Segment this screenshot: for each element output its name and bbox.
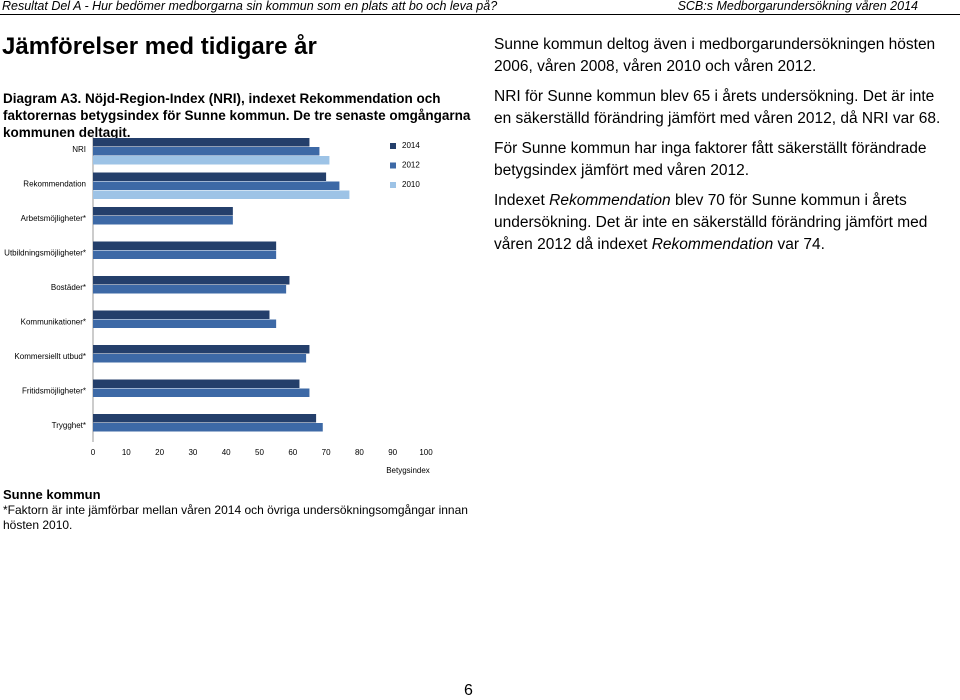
text-run: var 74.: [773, 236, 825, 253]
body-text: Sunne kommun deltog även i medborgarunde…: [494, 34, 946, 264]
x-axis-label: Betygsindex: [386, 466, 430, 475]
x-tick-label: 80: [355, 448, 364, 457]
x-tick-label: 70: [322, 448, 331, 457]
legend-label: 2010: [402, 180, 420, 189]
x-tick-label: 40: [222, 448, 231, 457]
category-label: Bostäder*: [51, 283, 86, 292]
bar: [93, 138, 310, 147]
header-right: SCB:s Medborgarundersökning våren 2014: [677, 0, 918, 13]
paragraph: Indexet Rekommendation blev 70 för Sunne…: [494, 190, 946, 256]
bar: [93, 310, 270, 319]
category-label: Kommunikationer*: [21, 318, 86, 327]
bar: [93, 354, 307, 363]
bar: [93, 388, 310, 397]
bar: [93, 147, 320, 156]
x-tick-label: 50: [255, 448, 264, 457]
category-label: Kommersiellt utbud*: [14, 352, 86, 361]
legend-swatch: [390, 182, 396, 188]
text-run: blev 70 för Sunne kommun i årets undersö…: [494, 192, 928, 253]
emphasis: Rekommendation: [651, 236, 774, 253]
paragraph: Sunne kommun deltog även i medborgarunde…: [494, 34, 946, 78]
category-label: Arbetsmöjligheter*: [21, 214, 86, 223]
category-label: Utbildningsmöjligheter*: [4, 249, 86, 258]
header-left: Resultat Del A - Hur bedömer medborgarna…: [2, 0, 498, 13]
category-label: Trygghet*: [52, 421, 86, 430]
category-label: Fritidsmöjligheter*: [22, 387, 86, 396]
bar: [93, 285, 287, 294]
legend-label: 2014: [402, 141, 420, 150]
bar: [93, 276, 290, 285]
x-tick-label: 90: [388, 448, 397, 457]
bar: [93, 379, 300, 388]
x-tick-label: 10: [122, 448, 131, 457]
category-label: NRI: [72, 145, 86, 154]
text-run: Indexet: [494, 192, 550, 209]
x-tick-label: 30: [188, 448, 197, 457]
x-tick-label: 20: [155, 448, 164, 457]
emphasis: Rekommendation: [549, 192, 671, 209]
category-label: Rekommendation: [23, 180, 86, 189]
legend-swatch: [390, 143, 396, 149]
text-run: För Sunne kommun har inga faktorer fått …: [494, 140, 927, 179]
legend-swatch: [390, 162, 396, 169]
bar: [93, 423, 323, 432]
bar: [93, 190, 350, 199]
x-tick-label: 100: [419, 448, 433, 457]
legend-label: 2012: [402, 161, 420, 170]
chart-title: Diagram A3. Nöjd-Region-Index (NRI), ind…: [3, 91, 471, 140]
paragraph: För Sunne kommun har inga faktorer fått …: [494, 138, 946, 182]
page-number: 6: [464, 682, 473, 699]
bar: [93, 172, 327, 181]
bar: [93, 319, 277, 328]
x-tick-label: 0: [91, 448, 96, 457]
page-header: Resultat Del A - Hur bedömer medborgarna…: [0, 0, 960, 15]
x-tick-label: 60: [288, 448, 297, 457]
heading: Jämförelser med tidigare år: [2, 33, 317, 60]
bar: [93, 156, 330, 165]
text-run: NRI för Sunne kommun blev 65 i årets und…: [494, 88, 941, 127]
bar: [93, 241, 277, 250]
bar: [93, 207, 233, 216]
paragraph: NRI för Sunne kommun blev 65 i årets und…: [494, 86, 946, 130]
bar: [93, 414, 317, 423]
chart-caption: Sunne kommun: [3, 487, 101, 502]
chart: 0 10 20 30 40 50 60 70 80 90 100 Betygsindex NRI Reko…: [4, 133, 433, 475]
bar: [93, 250, 277, 259]
bar: [93, 181, 340, 190]
bar: [93, 345, 310, 354]
bar: [93, 216, 233, 225]
footnote: *Faktorn är inte jämförbar mellan våren …: [3, 503, 468, 532]
text-run: Sunne kommun deltog även i medborgarunde…: [494, 36, 936, 75]
